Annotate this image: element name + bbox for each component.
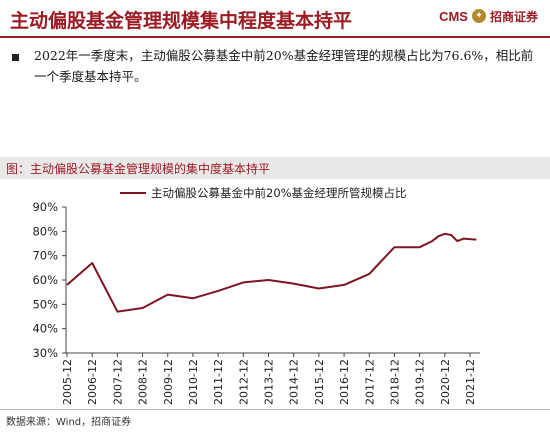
- x-tick-label: 2006-12: [86, 359, 99, 405]
- source-note: 数据来源：Wind，招商证券: [6, 417, 132, 428]
- x-tick-label: 2015-12: [313, 359, 326, 405]
- x-tick-label: 2021-12: [464, 359, 477, 405]
- x-tick-label: 2012-12: [237, 359, 250, 405]
- x-tick-label: 2016-12: [338, 359, 351, 405]
- y-tick-label: 90%: [32, 200, 58, 214]
- figure-title: 图：主动偏股公募基金管理规模的集中度基本持平: [6, 162, 271, 176]
- y-tick-label: 30%: [32, 346, 58, 360]
- y-tick-label: 60%: [32, 273, 58, 287]
- brand-emblem-icon: ✦: [471, 9, 486, 23]
- x-tick-label: 2009-12: [162, 359, 175, 405]
- y-tick-label: 50%: [32, 297, 58, 311]
- x-tick-label: 2005-12: [61, 359, 74, 405]
- x-tick-label: 2017-12: [363, 359, 376, 405]
- brand-name: 招商证券: [489, 9, 538, 24]
- figure-header-bar: [0, 157, 550, 179]
- bullet-square-icon: [12, 54, 19, 61]
- x-tick-label: 2010-12: [187, 359, 200, 405]
- x-tick-label: 2014-12: [288, 359, 301, 405]
- x-tick-label: 2020-12: [439, 359, 452, 405]
- x-tick-label: 2019-12: [414, 359, 427, 405]
- y-tick-label: 80%: [32, 224, 58, 238]
- y-tick-label: 40%: [32, 322, 58, 336]
- series-line: [66, 232, 477, 313]
- brand-code: CMS: [439, 8, 468, 24]
- y-tick-label: 70%: [32, 249, 58, 263]
- summary-paragraph: 2022年一季度末，主动偏股公募基金中前20%基金经理管理的规模占比为76.6%…: [34, 48, 534, 84]
- brand-logo: CMS ✦ 招商证券: [439, 6, 538, 26]
- x-tick-label: 2008-12: [137, 359, 150, 405]
- footer-divider: [0, 409, 550, 410]
- x-tick-label: 2018-12: [388, 359, 401, 405]
- x-tick-label: 2007-12: [111, 359, 124, 405]
- page-title: 主动偏股基金管理规模集中程度基本持平: [10, 10, 353, 32]
- x-tick-label: 2011-12: [212, 359, 225, 405]
- x-tick-label: 2013-12: [263, 359, 276, 405]
- legend-label: 主动偏股公募基金中前20%基金经理所管规模占比: [151, 186, 407, 200]
- title-underline: [0, 36, 550, 38]
